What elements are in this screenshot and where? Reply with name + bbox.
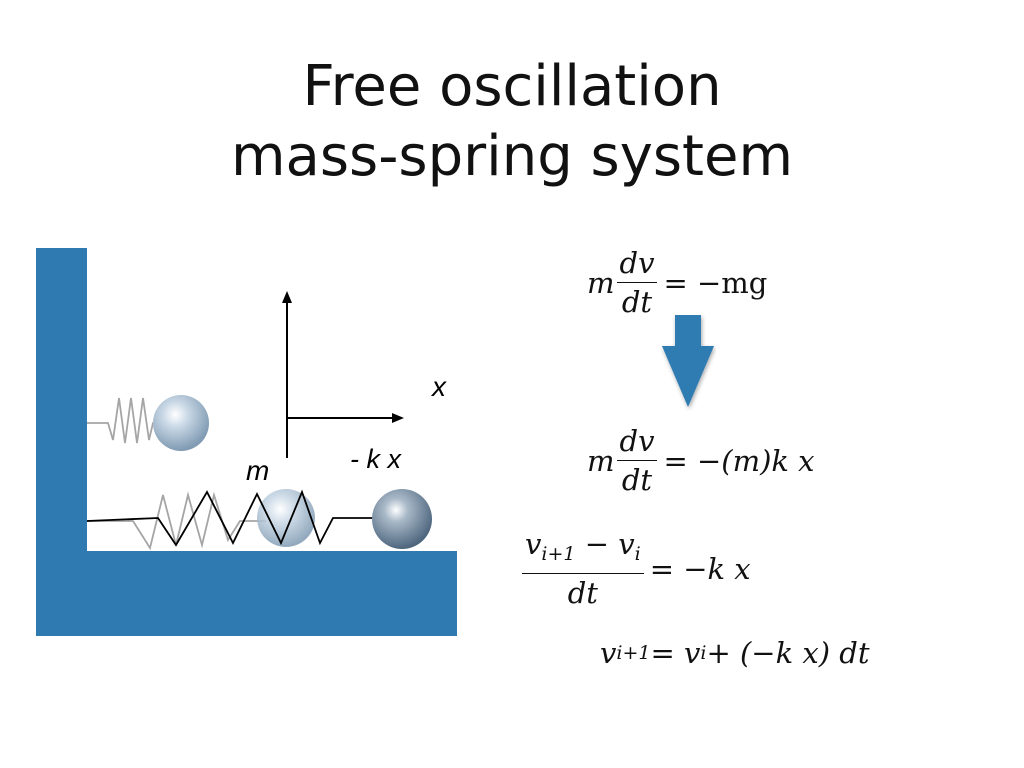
- eq4-lhs: v: [600, 636, 617, 670]
- equation-spring-force: m dv dt = −(m)k x: [587, 424, 815, 497]
- eq2-m: m: [587, 443, 615, 478]
- axis-right-arrowhead: [392, 413, 404, 423]
- eq3-sub2: i: [634, 543, 641, 565]
- eq4-lhs-sub: i+1: [616, 642, 651, 664]
- eq3-rhs: = −k x: [649, 551, 751, 586]
- lower-spring-rest: [87, 491, 266, 551]
- eq3-mid: − v: [575, 527, 635, 561]
- eq2-rhs: = −(m)k x: [663, 443, 815, 478]
- wall-floor: [36, 551, 457, 636]
- eq2-numerator: dv: [616, 424, 658, 461]
- eq1-rhs: = −mg: [663, 265, 768, 300]
- down-arrow-icon: [662, 315, 714, 407]
- coordinate-axes: [286, 300, 396, 458]
- eq3-numerator: vi+1 − vi: [522, 527, 644, 574]
- mass-label: m: [246, 455, 269, 486]
- eq3-denominator: dt: [567, 576, 598, 610]
- right-ball: [372, 489, 432, 549]
- eq4-rhs: + (−k x) dt: [706, 636, 870, 670]
- eq1-denominator: dt: [621, 285, 653, 319]
- wall-vertical: [36, 248, 87, 584]
- eq3-v1: v: [525, 527, 542, 561]
- lower-spring-stretched: [86, 489, 377, 547]
- eq3-sub1: i+1: [541, 543, 576, 565]
- eq1-m: m: [587, 265, 615, 300]
- axis-up-arrowhead: [282, 291, 292, 303]
- equation-gravity: m dv dt = −mg: [587, 246, 767, 319]
- equation-discrete: vi+1 − vi dt = −k x: [520, 527, 751, 610]
- eq1-fraction: dv dt: [616, 246, 658, 319]
- middle-ball: [257, 489, 315, 547]
- eq3-fraction: vi+1 − vi dt: [522, 527, 644, 610]
- upper-ball: [153, 395, 209, 451]
- mass-spring-diagram: x m - k x: [36, 248, 457, 636]
- eq4-mid: = v: [650, 636, 701, 670]
- title-line-1: Free oscillation: [302, 54, 722, 119]
- axis-x-label: x: [430, 371, 447, 402]
- slide-title: Free oscillation mass-spring system: [0, 52, 1024, 192]
- upper-spring: [87, 397, 162, 444]
- eq2-denominator: dt: [621, 463, 653, 497]
- eq2-fraction: dv dt: [616, 424, 658, 497]
- eq4-mid-sub: i: [700, 642, 707, 664]
- eq1-numerator: dv: [616, 246, 658, 283]
- force-label: - k x: [350, 444, 402, 474]
- title-line-2: mass-spring system: [230, 124, 794, 189]
